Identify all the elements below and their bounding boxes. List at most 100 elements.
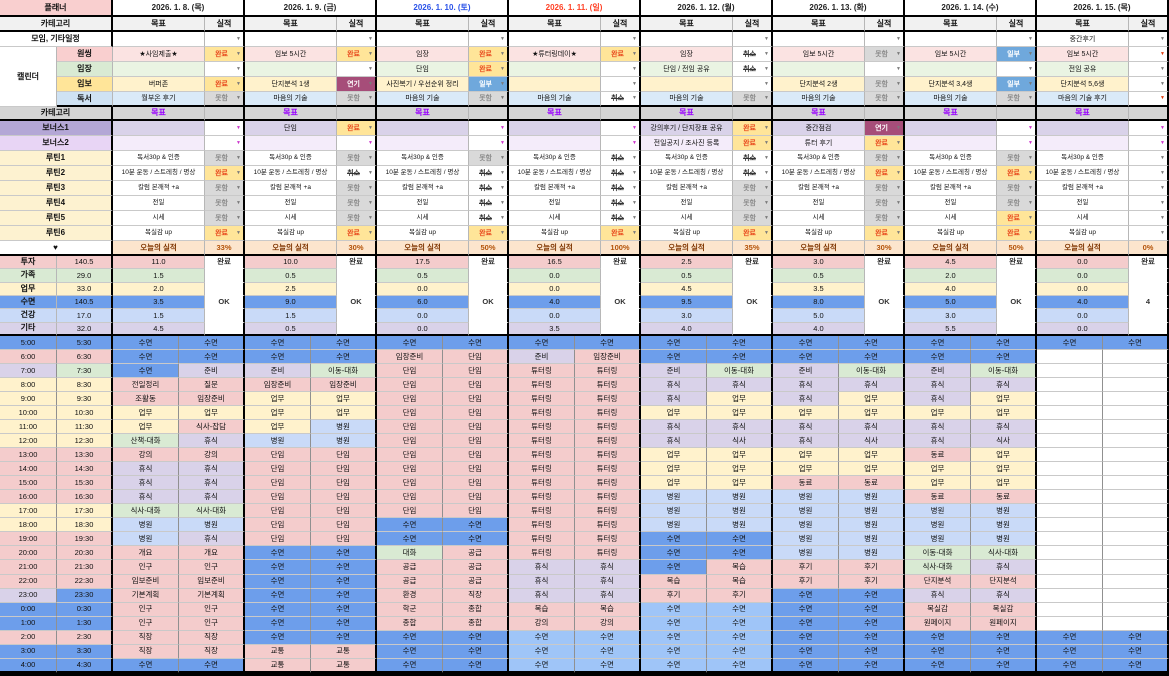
routine-status-dropdown[interactable]: 취소 ▼ (601, 196, 641, 211)
schedule-activity-cell[interactable]: 업무 (905, 462, 971, 477)
summary-day-status[interactable] (997, 322, 1037, 336)
calendar-status-dropdown[interactable]: 못함 ▼ (997, 92, 1037, 107)
summary-day-status[interactable] (337, 322, 377, 336)
schedule-activity-cell[interactable]: 동료 (773, 476, 839, 491)
routine-goal-cell[interactable]: 10분 운동 / 스트레칭 / 명상 (245, 166, 337, 181)
schedule-activity-cell[interactable]: 튜터링 (575, 532, 641, 547)
schedule-activity-cell[interactable]: 업무 (113, 420, 179, 435)
summary-day-status[interactable] (733, 282, 773, 296)
schedule-activity-cell[interactable]: 수면 (245, 574, 311, 589)
routine-goal-cell[interactable]: 칼럼 본깨적 +a (1037, 181, 1129, 196)
today-percent[interactable]: 0% (1129, 241, 1169, 256)
schedule-activity-cell[interactable]: 업무 (839, 462, 905, 477)
schedule-activity-cell[interactable]: 업무 (179, 406, 245, 421)
schedule-activity-cell[interactable]: 임장준비 (377, 350, 443, 365)
calendar-status-dropdown[interactable]: 완료 ▼ (205, 47, 245, 62)
schedule-activity-cell[interactable]: 튜터링 (575, 518, 641, 533)
schedule-activity-cell[interactable]: 병원 (971, 518, 1037, 533)
schedule-activity-cell[interactable]: 수면 (377, 335, 443, 350)
schedule-activity-cell[interactable]: 수면 (839, 588, 905, 603)
schedule-activity-cell[interactable]: 조활동 (113, 392, 179, 407)
schedule-activity-cell[interactable]: 튜터링 (575, 406, 641, 421)
schedule-activity-cell[interactable]: 임보준비 (179, 574, 245, 589)
schedule-activity-cell[interactable]: 질문 (179, 378, 245, 393)
schedule-activity-cell[interactable] (1037, 392, 1103, 407)
routine-status-dropdown[interactable]: 완료 ▼ (733, 226, 773, 241)
schedule-activity-cell[interactable]: 수면 (971, 335, 1037, 350)
schedule-activity-cell[interactable]: 튜터링 (509, 532, 575, 547)
summary-day-value[interactable]: 9.5 (641, 295, 733, 310)
schedule-activity-cell[interactable] (1103, 350, 1169, 365)
schedule-activity-cell[interactable]: 휴식 (773, 434, 839, 449)
schedule-activity-cell[interactable]: 동료 (839, 476, 905, 491)
schedule-activity-cell[interactable]: 휴식 (179, 490, 245, 505)
schedule-activity-cell[interactable]: 업무 (905, 476, 971, 491)
schedule-activity-cell[interactable]: 공급 (443, 546, 509, 561)
routine-status-dropdown[interactable]: 완료 ▼ (997, 166, 1037, 181)
calendar-goal-cell[interactable]: 마음의 기술 (905, 92, 997, 107)
schedule-activity-cell[interactable]: 후기 (773, 560, 839, 575)
schedule-activity-cell[interactable]: 단임 (443, 406, 509, 421)
summary-day-value[interactable]: 16.5 (509, 256, 601, 270)
schedule-activity-cell[interactable]: 복습 (509, 602, 575, 617)
schedule-activity-cell[interactable] (1037, 602, 1103, 617)
schedule-activity-cell[interactable]: 휴식 (839, 378, 905, 393)
calendar-status-dropdown[interactable]: ▼ (997, 62, 1037, 77)
schedule-activity-cell[interactable]: 강의 (575, 616, 641, 631)
schedule-activity-cell[interactable]: 단임 (311, 504, 377, 519)
schedule-activity-cell[interactable] (1103, 476, 1169, 491)
summary-day-value[interactable]: 17.5 (377, 256, 469, 270)
schedule-activity-cell[interactable] (1037, 476, 1103, 491)
schedule-activity-cell[interactable]: 단임 (311, 448, 377, 463)
schedule-activity-cell[interactable]: 병원 (245, 434, 311, 449)
summary-day-value[interactable]: 2.5 (641, 256, 733, 270)
schedule-activity-cell[interactable]: 업무 (707, 392, 773, 407)
schedule-activity-cell[interactable] (1037, 504, 1103, 519)
calendar-status-dropdown[interactable]: ▼ (1129, 62, 1169, 77)
calendar-status-dropdown[interactable]: 취소 ▼ (733, 62, 773, 77)
calendar-status-dropdown[interactable]: 취소 ▼ (733, 47, 773, 62)
schedule-activity-cell[interactable] (1103, 406, 1169, 421)
routine-goal-cell[interactable]: 시세 (509, 211, 601, 226)
schedule-activity-cell[interactable]: 종합 (443, 602, 509, 617)
schedule-activity-cell[interactable] (1103, 490, 1169, 505)
summary-day-status[interactable] (997, 309, 1037, 323)
summary-day-value[interactable]: 4.0 (905, 282, 997, 296)
schedule-activity-cell[interactable]: 강의 (179, 448, 245, 463)
schedule-activity-cell[interactable]: 임장준비 (179, 392, 245, 407)
schedule-activity-cell[interactable]: 단임 (443, 364, 509, 379)
schedule-activity-cell[interactable]: 수면 (113, 350, 179, 365)
bonus-status-dropdown[interactable]: 완료 ▼ (733, 121, 773, 136)
summary-day-value[interactable]: 9.0 (245, 295, 337, 310)
routine-goal-cell[interactable]: 칼럼 본깨적 +a (509, 181, 601, 196)
schedule-activity-cell[interactable]: 교통 (245, 644, 311, 659)
schedule-activity-cell[interactable]: 식사 (707, 434, 773, 449)
schedule-activity-cell[interactable] (1037, 490, 1103, 505)
schedule-activity-cell[interactable]: 수면 (773, 630, 839, 645)
schedule-activity-cell[interactable] (1037, 462, 1103, 477)
schedule-activity-cell[interactable]: 수면 (575, 335, 641, 350)
routine-goal-cell[interactable]: 복실감 up (641, 226, 733, 241)
schedule-activity-cell[interactable]: 수면 (971, 644, 1037, 659)
schedule-activity-cell[interactable] (1103, 448, 1169, 463)
summary-day-status[interactable] (601, 309, 641, 323)
schedule-activity-cell[interactable]: 휴식 (773, 392, 839, 407)
schedule-activity-cell[interactable]: 수면 (641, 335, 707, 350)
routine-status-dropdown[interactable]: 못함 ▼ (997, 196, 1037, 211)
routine-status-dropdown[interactable]: 못함 ▼ (865, 151, 905, 166)
routine-goal-cell[interactable]: 전일 (905, 196, 997, 211)
summary-day-status[interactable]: OK (469, 295, 509, 310)
summary-day-value[interactable]: 1.5 (113, 269, 205, 283)
schedule-activity-cell[interactable]: 후기 (707, 588, 773, 603)
schedule-activity-cell[interactable]: 업무 (311, 406, 377, 421)
calendar-status-dropdown[interactable]: ▼ (337, 62, 377, 77)
calendar-goal-cell[interactable]: 임보 5시간 (773, 47, 865, 62)
schedule-activity-cell[interactable]: 병원 (707, 490, 773, 505)
calendar-goal-cell[interactable]: 마음의 기술 후기 (1037, 92, 1129, 107)
routine-status-dropdown[interactable]: 취소 ▼ (469, 181, 509, 196)
today-percent[interactable]: 30% (865, 241, 905, 256)
schedule-activity-cell[interactable]: 휴식 (839, 420, 905, 435)
schedule-activity-cell[interactable]: 휴식 (905, 434, 971, 449)
schedule-activity-cell[interactable]: 대화 (377, 546, 443, 561)
schedule-activity-cell[interactable]: 업무 (905, 406, 971, 421)
